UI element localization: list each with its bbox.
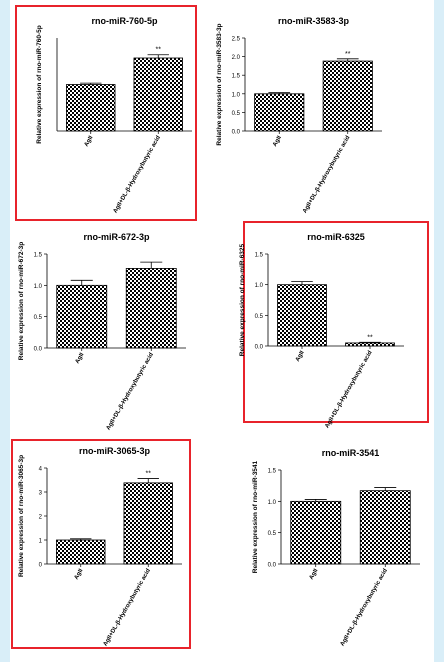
chart-title: rno-miR-760-5p — [91, 16, 158, 26]
y-tick-label: 2.0 — [232, 55, 241, 61]
bar — [322, 60, 373, 132]
bar — [133, 57, 183, 132]
chart-title: rno-miR-3541 — [322, 448, 380, 458]
x-tick-label: AgII — [309, 568, 320, 581]
y-axis-label: Relative expression of rno-miR-3541 — [252, 460, 259, 573]
significance-label: ** — [146, 471, 152, 478]
y-tick-label: 2.5 — [232, 37, 241, 43]
y-tick-label: 1.0 — [232, 92, 241, 98]
y-tick-label: 0.0 — [34, 347, 43, 353]
y-tick-label: 0.0 — [255, 345, 264, 351]
y-axis-label: Relative expression of rno-miR-3583-3p — [216, 23, 223, 145]
y-tick-label: 0.0 — [268, 563, 277, 569]
y-tick-label: 0.0 — [232, 130, 241, 136]
highlight-box — [11, 439, 191, 649]
y-axis-label: Relative expression of rno-miR-3065-3p — [18, 455, 25, 577]
y-axis-label: Relative expression of rno-miR-6325 — [239, 243, 246, 356]
highlight-box — [243, 221, 429, 423]
bar — [66, 84, 116, 132]
bar — [125, 268, 177, 349]
chart-title: rno-miR-3065-3p — [79, 446, 151, 456]
page-bottom-strip — [0, 662, 444, 666]
chart-title: rno-miR-672-3p — [83, 232, 150, 242]
x-tick-label: AgII — [74, 568, 85, 581]
y-tick-label: 1.5 — [232, 74, 241, 80]
y-tick-label: 0.5 — [255, 314, 264, 320]
y-tick-label: 1.5 — [268, 469, 277, 475]
y-tick-label: 1.0 — [255, 283, 264, 289]
y-tick-label: 1.0 — [268, 500, 277, 506]
bar — [277, 284, 327, 347]
x-tick-label: AgII — [84, 135, 95, 148]
y-axis-label: Relative expression of rno-miR-760-5p — [36, 25, 43, 144]
bar — [123, 482, 173, 565]
y-tick-label: 0 — [39, 563, 43, 569]
y-tick-label: 1.5 — [255, 253, 264, 259]
y-tick-label: 0.5 — [268, 531, 277, 537]
bar — [290, 500, 342, 565]
bar — [345, 342, 395, 347]
y-tick-label: 1.0 — [34, 284, 43, 290]
x-tick-label: AgII — [295, 350, 306, 363]
y-tick-label: 2 — [39, 515, 43, 521]
bar — [56, 539, 106, 565]
bar — [359, 490, 411, 565]
y-tick-label: 4 — [39, 467, 43, 473]
y-tick-label: 0.5 — [232, 111, 241, 117]
y-axis-label: Relative expression of rno-miR-672-3p — [18, 242, 25, 361]
bar — [56, 284, 108, 349]
significance-label: ** — [156, 47, 162, 54]
y-tick-label: 3 — [39, 491, 43, 497]
x-tick-label: AgII — [75, 352, 86, 365]
x-tick-label: AgII — [272, 135, 283, 148]
y-tick-label: 0.5 — [34, 315, 43, 321]
chart-title: rno-miR-3583-3p — [278, 16, 350, 26]
y-tick-label: 1.5 — [34, 253, 43, 259]
significance-label: ** — [345, 51, 351, 58]
highlight-box — [15, 5, 197, 221]
bar — [254, 93, 305, 132]
significance-label: ** — [367, 334, 373, 341]
chart-title: rno-miR-6325 — [307, 232, 365, 242]
y-tick-label: 1 — [39, 539, 43, 545]
